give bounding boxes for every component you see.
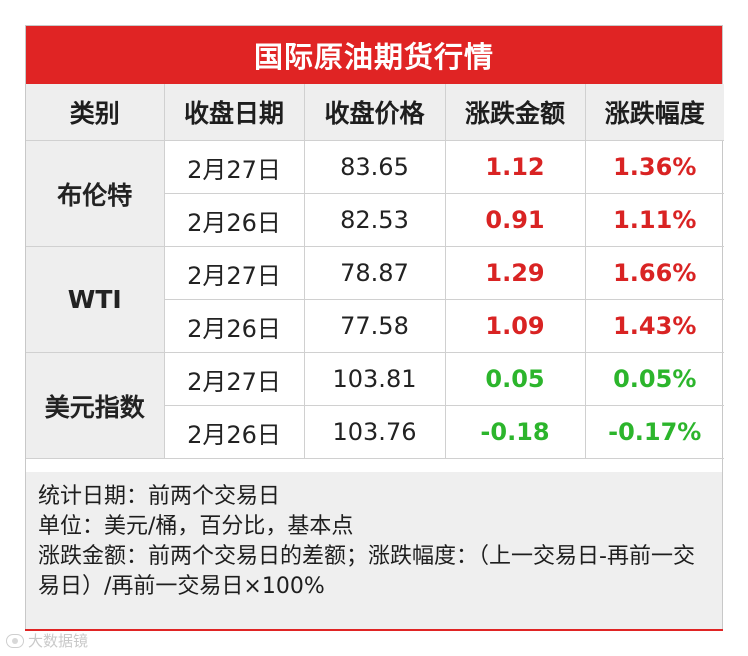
- quotes-table: 类别 收盘日期 收盘价格 涨跌金额 涨跌幅度 布伦特 2月27日 83.65 1…: [26, 84, 724, 459]
- watermark: 大数据镜: [6, 630, 88, 651]
- close-date: 2月27日: [163, 140, 305, 194]
- change-amount: -0.18: [444, 405, 586, 459]
- table-row: 美元指数 2月27日 103.81 0.05 0.05%: [26, 352, 724, 459]
- change-amount: 1.12: [444, 140, 586, 194]
- table-row: WTI 2月27日 78.87 1.29 1.66%: [26, 246, 724, 353]
- close-date: 2月26日: [164, 193, 305, 247]
- change-amount: 1.09: [444, 299, 586, 353]
- bottom-accent-line: [25, 629, 723, 631]
- note-stat-date: 统计日期：前两个交易日: [38, 484, 281, 509]
- category-dollar-index: 美元指数: [26, 352, 165, 459]
- table-header-row: 类别 收盘日期 收盘价格 涨跌金额 涨跌幅度: [26, 84, 724, 141]
- change-amount: 0.05: [444, 352, 586, 406]
- change-amount: 1.29: [444, 246, 586, 300]
- table-row: 2月26日 82.53 0.91 1.11%: [26, 193, 724, 247]
- table-row: 2月26日 103.76 -0.18 -0.17%: [26, 405, 724, 459]
- watermark-text: 大数据镜: [28, 632, 89, 650]
- close-price: 82.53: [303, 193, 446, 247]
- change-percent: 1.43%: [584, 299, 724, 353]
- close-date: 2月27日: [163, 352, 305, 406]
- card-title: 国际原油期货行情: [26, 26, 722, 84]
- close-price: 103.76: [303, 405, 446, 459]
- close-date: 2月26日: [164, 405, 305, 459]
- close-price: 103.81: [303, 352, 446, 406]
- watermark-logo-icon: [6, 633, 24, 648]
- category-wti: WTI: [26, 246, 165, 353]
- close-price: 77.58: [303, 299, 446, 353]
- note-units: 单位：美元/桶，百分比，基本点: [38, 514, 354, 539]
- header-change-amount: 涨跌金额: [444, 84, 586, 141]
- close-price: 78.87: [303, 246, 446, 300]
- notes-section: 统计日期：前两个交易日 单位：美元/桶，百分比，基本点 涨跌金额：前两个交易日的…: [26, 472, 722, 630]
- oil-futures-card: 国际原油期货行情 类别 收盘日期 收盘价格 涨跌金额 涨跌幅度 布伦特 2月27…: [25, 25, 724, 631]
- close-date: 2月26日: [164, 299, 305, 353]
- change-percent: 1.36%: [584, 140, 724, 194]
- header-close-price: 收盘价格: [303, 84, 446, 141]
- category-brent: 布伦特: [26, 140, 165, 247]
- header-change-percent: 涨跌幅度: [584, 84, 724, 141]
- header-category: 类别: [26, 84, 165, 141]
- close-price: 83.65: [303, 140, 446, 194]
- change-percent: 0.05%: [584, 352, 724, 406]
- change-percent: 1.66%: [584, 246, 724, 300]
- change-percent: -0.17%: [584, 405, 724, 459]
- table-row: 2月26日 77.58 1.09 1.43%: [26, 299, 724, 353]
- change-percent: 1.11%: [584, 193, 724, 247]
- note-definitions: 涨跌金额：前两个交易日的差额；涨跌幅度：（上一交易日-再前一交易日）/再前一交易…: [38, 544, 695, 599]
- header-close-date: 收盘日期: [163, 84, 305, 141]
- change-amount: 0.91: [444, 193, 586, 247]
- close-date: 2月27日: [163, 246, 305, 300]
- table-row: 布伦特 2月27日 83.65 1.12 1.36%: [26, 140, 724, 247]
